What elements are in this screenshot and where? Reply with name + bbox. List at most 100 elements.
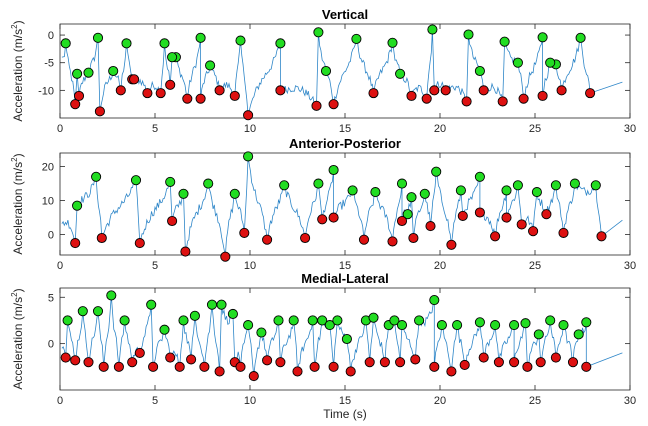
trough-marker xyxy=(199,361,210,372)
trough-marker xyxy=(535,357,546,368)
x-tick-label: 5 xyxy=(152,123,158,135)
peak-marker xyxy=(387,37,398,48)
trough-marker xyxy=(474,207,485,218)
peak-marker xyxy=(288,315,299,326)
trough-marker xyxy=(446,366,457,377)
peak-marker xyxy=(165,176,176,187)
peak-marker xyxy=(92,306,104,317)
trough-marker xyxy=(292,366,303,377)
peak-marker xyxy=(243,320,254,331)
trough-marker xyxy=(165,352,176,363)
trough-marker xyxy=(537,90,548,101)
y-axis-label-sup: 2 xyxy=(10,24,19,29)
trough-marker xyxy=(134,347,145,358)
trough-marker xyxy=(214,85,225,96)
peak-marker xyxy=(205,60,216,71)
peak-marker xyxy=(72,200,83,211)
peak-marker xyxy=(431,166,442,177)
peak-marker xyxy=(313,27,324,38)
trough-marker xyxy=(275,85,286,96)
peak-marker xyxy=(545,57,556,68)
peak-marker xyxy=(490,320,501,331)
x-tick-label: 0 xyxy=(57,395,63,407)
peak-marker xyxy=(167,52,178,63)
x-tick-label: 10 xyxy=(244,395,256,407)
x-tick-label: 10 xyxy=(244,123,256,135)
peak-marker xyxy=(389,315,400,326)
peak-marker xyxy=(419,188,430,199)
trough-marker xyxy=(317,214,328,225)
trough-marker xyxy=(115,85,126,96)
trough-marker xyxy=(275,357,286,368)
trough-marker xyxy=(180,246,191,257)
trough-marker xyxy=(490,231,501,242)
trough-marker xyxy=(142,88,153,99)
peak-marker xyxy=(146,299,157,310)
trough-marker xyxy=(186,354,197,365)
peak-marker xyxy=(512,180,523,191)
peak-marker xyxy=(347,185,358,196)
x-tick-label: 5 xyxy=(152,395,158,407)
trough-marker xyxy=(345,366,356,377)
peak-marker xyxy=(320,65,332,77)
peak-marker xyxy=(324,320,335,331)
peak-marker xyxy=(275,38,286,49)
trough-marker xyxy=(461,96,472,107)
trough-marker xyxy=(98,361,109,372)
y-axis-label-sup: 2 xyxy=(10,292,19,297)
peak-marker xyxy=(307,315,318,326)
trough-marker xyxy=(387,236,398,247)
trough-marker xyxy=(493,357,504,368)
signal-line xyxy=(61,29,623,116)
trough-marker xyxy=(148,361,159,372)
x-tick-label: 15 xyxy=(339,260,351,272)
trough-marker xyxy=(113,361,124,372)
peak-marker xyxy=(569,178,580,189)
y-tick-label: 0 xyxy=(48,230,54,242)
peak-marker xyxy=(545,315,556,326)
trough-marker xyxy=(518,93,529,104)
x-tick-label: 20 xyxy=(434,260,446,272)
signal-line xyxy=(61,295,623,377)
peak-marker xyxy=(463,29,474,40)
x-tick-label: 0 xyxy=(57,260,63,272)
trough-marker xyxy=(406,90,417,101)
trough-marker xyxy=(379,357,390,368)
trough-marker xyxy=(311,100,322,111)
x-tick-label: 20 xyxy=(434,123,446,135)
y-axis-label-end: ) xyxy=(11,20,25,24)
peak-marker xyxy=(119,315,130,326)
trough-marker xyxy=(429,85,440,96)
peak-marker xyxy=(178,188,189,199)
peak-marker xyxy=(189,310,200,321)
x-tick-label: 15 xyxy=(339,123,351,135)
trough-marker xyxy=(300,232,311,244)
x-tick-label: 25 xyxy=(529,123,541,135)
trough-marker xyxy=(167,215,178,227)
trough-marker xyxy=(408,232,419,244)
panel-1: 0 5 10 15 20 25 30 -10 -5 0 Vertical Acceleration (… xyxy=(10,7,636,135)
trough-marker xyxy=(243,110,254,121)
trough-marker xyxy=(509,357,520,368)
peak-marker xyxy=(178,315,189,326)
peak-marker xyxy=(203,178,214,189)
trough-marker xyxy=(309,361,320,372)
peak-marker xyxy=(121,38,132,49)
y-tick-label: 0 xyxy=(48,339,54,351)
peak-marker xyxy=(62,315,73,326)
trough-marker xyxy=(262,355,273,366)
trough-marker xyxy=(127,357,138,368)
peak-marker xyxy=(370,187,381,198)
y-axis-label-end: ) xyxy=(11,153,25,157)
trough-marker xyxy=(410,354,421,365)
x-tick-label: 5 xyxy=(152,260,158,272)
peak-marker xyxy=(452,320,463,331)
peak-marker xyxy=(351,33,362,44)
x-tick-label: 25 xyxy=(529,395,541,407)
trough-marker xyxy=(581,361,592,372)
peak-marker xyxy=(402,209,413,220)
x-axis-label: Time (s) xyxy=(323,407,367,421)
peak-marker xyxy=(396,320,408,331)
peak-marker xyxy=(575,32,586,43)
